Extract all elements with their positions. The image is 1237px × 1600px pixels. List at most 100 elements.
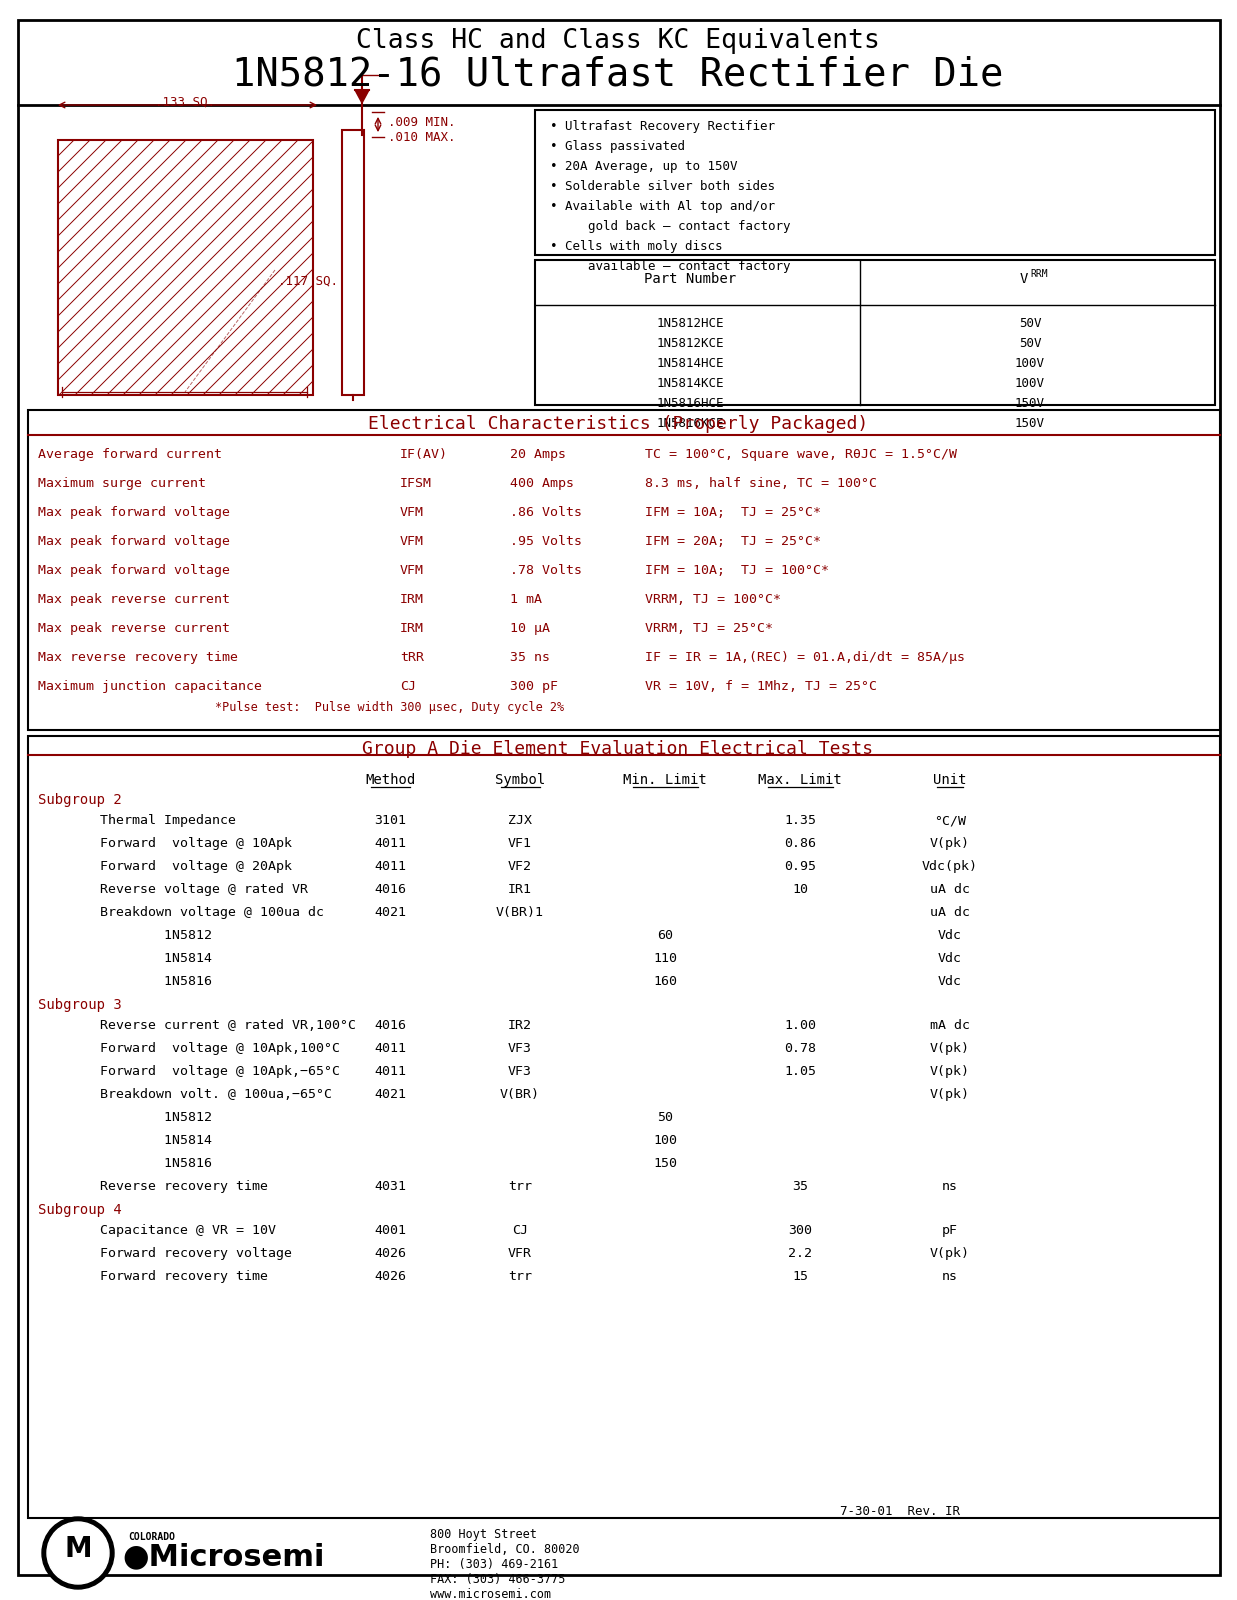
Bar	[58, 141, 313, 395]
Text: IFSM: IFSM	[400, 477, 432, 490]
Text: 7-30-01  Rev. IR: 7-30-01 Rev. IR	[840, 1506, 960, 1518]
Text: 1N5816: 1N5816	[100, 1157, 212, 1170]
Text: Maximum surge current: Maximum surge current	[38, 477, 207, 490]
Text: 4011: 4011	[374, 837, 406, 850]
Text: • 20A Average, up to 150V: • 20A Average, up to 150V	[550, 160, 737, 173]
Text: IFM = 10A;  TJ = 100°C*: IFM = 10A; TJ = 100°C*	[644, 565, 829, 578]
Text: 1N5816: 1N5816	[100, 974, 212, 987]
Text: • Solderable silver both sides: • Solderable silver both sides	[550, 179, 776, 194]
Text: VRRM, TJ = 100°C*: VRRM, TJ = 100°C*	[644, 594, 781, 606]
Text: Class HC and Class KC Equivalents: Class HC and Class KC Equivalents	[356, 27, 880, 54]
Text: Reverse voltage @ rated VR: Reverse voltage @ rated VR	[100, 883, 308, 896]
Text: trr: trr	[508, 1181, 532, 1194]
Text: trr: trr	[508, 1270, 532, 1283]
Text: Electrical Characteristics (Properly Packaged): Electrical Characteristics (Properly Pac…	[367, 414, 868, 434]
Text: 10: 10	[792, 883, 808, 896]
Text: 160: 160	[653, 974, 677, 987]
Text: VFM: VFM	[400, 506, 424, 518]
Text: VF2: VF2	[508, 861, 532, 874]
Text: 4011: 4011	[374, 1066, 406, 1078]
Text: Subgroup 3: Subgroup 3	[38, 998, 121, 1013]
Text: CJ: CJ	[512, 1224, 528, 1237]
Text: Max. Limit: Max. Limit	[758, 773, 842, 787]
Text: • Glass passivated: • Glass passivated	[550, 141, 685, 154]
Text: available — contact factory: available — contact factory	[558, 259, 790, 274]
Text: 300: 300	[788, 1224, 811, 1237]
Text: Reverse recovery time: Reverse recovery time	[100, 1181, 268, 1194]
Text: 4021: 4021	[374, 906, 406, 918]
Bar	[28, 736, 1220, 1518]
Text: 4016: 4016	[374, 1019, 406, 1032]
Bar	[534, 259, 1215, 405]
Text: .133 SQ.: .133 SQ.	[155, 96, 215, 109]
Text: 400 Amps: 400 Amps	[510, 477, 574, 490]
Text: 150V: 150V	[1016, 397, 1045, 410]
Text: 1N5812-16 Ultrafast Rectifier Die: 1N5812-16 Ultrafast Rectifier Die	[233, 54, 1003, 93]
Text: Breakdown volt. @ 100ua,−65°C: Breakdown volt. @ 100ua,−65°C	[100, 1088, 332, 1101]
Text: IRM: IRM	[400, 594, 424, 606]
Text: Max peak forward voltage: Max peak forward voltage	[38, 506, 230, 518]
Text: • Available with Al top and/or: • Available with Al top and/or	[550, 200, 776, 213]
Text: Method: Method	[365, 773, 416, 787]
Text: tRR: tRR	[400, 651, 424, 664]
Text: Min. Limit: Min. Limit	[623, 773, 706, 787]
Text: 4021: 4021	[374, 1088, 406, 1101]
Text: 4001: 4001	[374, 1224, 406, 1237]
Text: Forward recovery time: Forward recovery time	[100, 1270, 268, 1283]
Text: VF3: VF3	[508, 1066, 532, 1078]
Text: Capacitance @ VR = 10V: Capacitance @ VR = 10V	[100, 1224, 276, 1237]
Text: V(pk): V(pk)	[930, 1042, 970, 1054]
Text: 150V: 150V	[1016, 418, 1045, 430]
Text: Part Number: Part Number	[644, 272, 736, 286]
Text: 3101: 3101	[374, 814, 406, 827]
Text: ns: ns	[943, 1181, 957, 1194]
Text: pF: pF	[943, 1224, 957, 1237]
Text: ns: ns	[943, 1270, 957, 1283]
Bar	[534, 110, 1215, 254]
Text: V(pk): V(pk)	[930, 1066, 970, 1078]
Bar	[341, 130, 364, 395]
Text: Subgroup 4: Subgroup 4	[38, 1203, 121, 1218]
Text: 100: 100	[653, 1134, 677, 1147]
Text: Max peak forward voltage: Max peak forward voltage	[38, 565, 230, 578]
Text: ZJX: ZJX	[508, 814, 532, 827]
Text: IF(AV): IF(AV)	[400, 448, 448, 461]
Text: ●Microsemi: ●Microsemi	[122, 1542, 324, 1571]
Text: 1.00: 1.00	[784, 1019, 816, 1032]
Text: mA dc: mA dc	[930, 1019, 970, 1032]
Text: 100V: 100V	[1016, 378, 1045, 390]
Text: 1N5816HCE: 1N5816HCE	[657, 397, 724, 410]
Text: 8.3 ms, half sine, TC = 100°C: 8.3 ms, half sine, TC = 100°C	[644, 477, 877, 490]
Text: Reverse current @ rated VR,100°C: Reverse current @ rated VR,100°C	[100, 1019, 356, 1032]
Text: *Pulse test:  Pulse width 300 μsec, Duty cycle 2%: *Pulse test: Pulse width 300 μsec, Duty …	[215, 701, 564, 714]
Text: Forward  voltage @ 10Apk: Forward voltage @ 10Apk	[100, 837, 292, 850]
Text: 4026: 4026	[374, 1270, 406, 1283]
Text: IR2: IR2	[508, 1019, 532, 1032]
Text: 1N5812: 1N5812	[100, 930, 212, 942]
Text: 110: 110	[653, 952, 677, 965]
Text: 1N5816KCE: 1N5816KCE	[657, 418, 724, 430]
Text: 4016: 4016	[374, 883, 406, 896]
Text: Forward recovery voltage: Forward recovery voltage	[100, 1246, 292, 1261]
Text: 0.78: 0.78	[784, 1042, 816, 1054]
Text: .86 Volts: .86 Volts	[510, 506, 581, 518]
Text: • Cells with moly discs: • Cells with moly discs	[550, 240, 722, 253]
Text: 0.95: 0.95	[784, 861, 816, 874]
Text: .117 SQ.: .117 SQ.	[278, 275, 338, 288]
Text: Forward  voltage @ 20Apk: Forward voltage @ 20Apk	[100, 861, 292, 874]
Text: COLORADO: COLORADO	[127, 1533, 174, 1542]
Text: 1N5814: 1N5814	[100, 1134, 212, 1147]
Text: 0.86: 0.86	[784, 837, 816, 850]
Text: 150: 150	[653, 1157, 677, 1170]
Text: gold back — contact factory: gold back — contact factory	[558, 219, 790, 234]
Polygon shape	[355, 90, 369, 102]
Text: Max peak reverse current: Max peak reverse current	[38, 622, 230, 635]
Text: 800 Hoyt Street
Broomfield, CO. 80020
PH: (303) 469-2161
FAX: (303) 466-3775
www: 800 Hoyt Street Broomfield, CO. 80020 PH…	[430, 1528, 580, 1600]
Text: Vdc: Vdc	[938, 974, 962, 987]
Text: 50: 50	[657, 1110, 673, 1123]
Text: 4011: 4011	[374, 1042, 406, 1054]
Text: 1N5814KCE: 1N5814KCE	[657, 378, 724, 390]
Text: IFM = 10A;  TJ = 25°C*: IFM = 10A; TJ = 25°C*	[644, 506, 821, 518]
Text: Vdc: Vdc	[938, 930, 962, 942]
Text: IRM: IRM	[400, 622, 424, 635]
